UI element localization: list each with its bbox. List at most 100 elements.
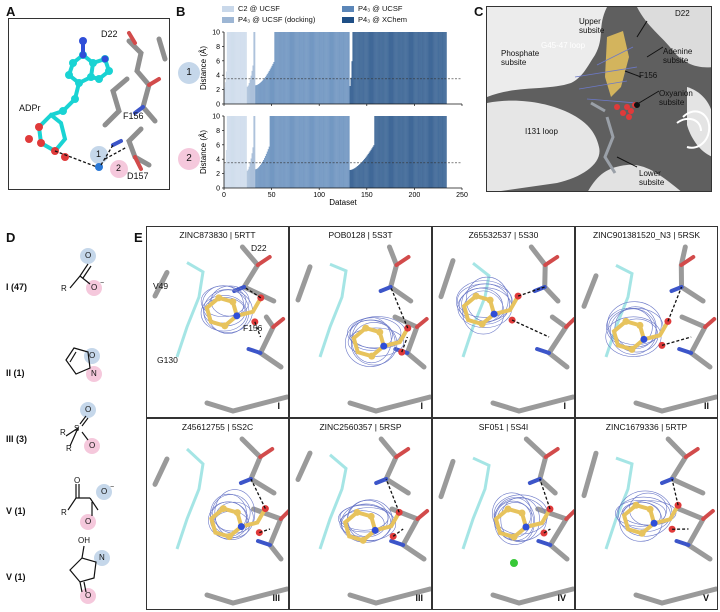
bar-s2-208 [421,116,422,188]
bar-s1-13 [235,32,237,104]
bar-s1-80 [299,32,301,104]
bar-s1-34 [255,85,257,104]
bar-s1-176 [390,32,392,104]
bar-s1-59 [279,32,281,104]
bar-s2-231 [442,116,444,188]
bar-s2-233 [444,116,446,188]
bar-s2-51 [271,116,273,188]
bar-s2-21 [243,116,244,188]
bar-s1-1 [224,87,225,104]
bar-s1-177 [391,32,393,104]
bar-s1-116 [333,32,335,104]
bar-s1-216 [428,32,430,104]
bar-s2-218 [430,116,432,188]
tile-structure-2 [295,244,431,414]
bar-s1-75 [294,32,296,104]
chemotype-III [65,402,100,454]
tile-chemotype-5: III [272,593,280,603]
bar-s1-114 [331,32,333,104]
bar-s2-115 [332,116,334,188]
bar-s1-90 [308,32,310,104]
bar-s1-51 [271,65,273,104]
bar-s2-168 [382,116,384,188]
bar-s1-57 [277,32,279,104]
tile-structure-4 [581,244,717,414]
bar-s1-100 [318,32,320,104]
x-tick-label-0: 0 [222,192,226,199]
bar-s2-209 [422,116,423,188]
tile-residue-label-2: V49 [153,281,169,291]
bar-s1-30 [251,70,253,104]
bar-s2-8 [230,116,232,188]
bar-s2-96 [314,116,316,188]
bar-s2-127 [343,116,345,188]
bar-s1-58 [278,32,280,104]
bar-s2-28 [249,163,251,188]
label-f156: F156 [123,111,144,121]
bar-s2-131 [347,116,349,188]
bar-s1-186 [400,32,401,104]
bar-s1-126 [343,32,344,104]
bar-s2-75 [294,116,296,188]
bar-s2-213 [425,116,427,188]
bar-s1-46 [266,74,268,104]
y-tick-label-2-0: 0 [216,186,220,193]
bar-s2-200 [413,116,415,188]
bar-s1-218 [430,32,432,104]
bar-s1-229 [441,32,442,104]
bar-s2-164 [379,116,380,188]
bar-s2-140 [356,166,358,188]
bar-s2-61 [281,116,282,188]
bar-s2-109 [326,116,328,188]
label-adpr: ADPr [19,103,41,113]
bar-s2-57 [277,116,279,188]
bar-s1-189 [402,32,404,104]
bar-s1-135 [351,61,353,104]
bar-s2-22 [243,116,245,188]
bar-s1-157 [372,32,374,104]
legend-entry-2: P4₃ @ UCSF (docking) [238,15,316,24]
tile-residue-label-4: G130 [157,355,178,365]
bar-s2-188 [402,116,403,188]
tile-title-2: POB0128 | 5S3T [328,230,393,240]
bar-s1-81 [300,32,301,104]
bar-s1-155 [370,32,372,104]
bar-s1-140 [356,32,358,104]
tile-title-8: ZINC1679336 | 5RTP [605,422,688,432]
bar-s2-18 [240,116,241,188]
panel-e-letter: E [134,230,143,245]
chemotype-V-1 [67,484,112,530]
bar-s1-41 [262,80,263,104]
bar-s2-124 [341,116,342,188]
bar-s2-178 [392,116,394,188]
bar-s1-183 [397,32,399,104]
bar-s2-81 [300,116,301,188]
bar-s2-77 [296,116,298,188]
bar-s1-20 [242,32,243,104]
bar-s1-37 [258,84,260,104]
atom-oh-5: OH [78,536,90,545]
bar-s1-199 [412,32,414,104]
bar-s2-105 [323,116,324,188]
bar-s2-23 [244,116,246,188]
bar-s2-128 [344,116,346,188]
bar-s2-182 [396,116,398,188]
x-axis-label: Dataset [329,198,357,206]
bar-s2-55 [275,116,277,188]
bar-s2-93 [311,116,313,188]
bar-s2-192 [405,116,407,188]
bar-s2-59 [279,116,281,188]
y-tick-label-1-10: 10 [212,30,220,37]
bar-s1-168 [382,32,384,104]
tile-chemotype-6: III [415,593,423,603]
bar-s2-66 [285,116,287,188]
atom-o-3a: O [85,405,92,414]
y-tick-label-2-10: 10 [212,114,220,121]
bar-s1-232 [443,32,445,104]
bar-s2-119 [336,116,338,188]
bar-s2-148 [363,159,365,188]
bar-s2-101 [319,116,321,188]
bar-s2-210 [422,116,424,188]
bar-s2-27 [248,166,250,188]
bar-s2-222 [434,116,436,188]
